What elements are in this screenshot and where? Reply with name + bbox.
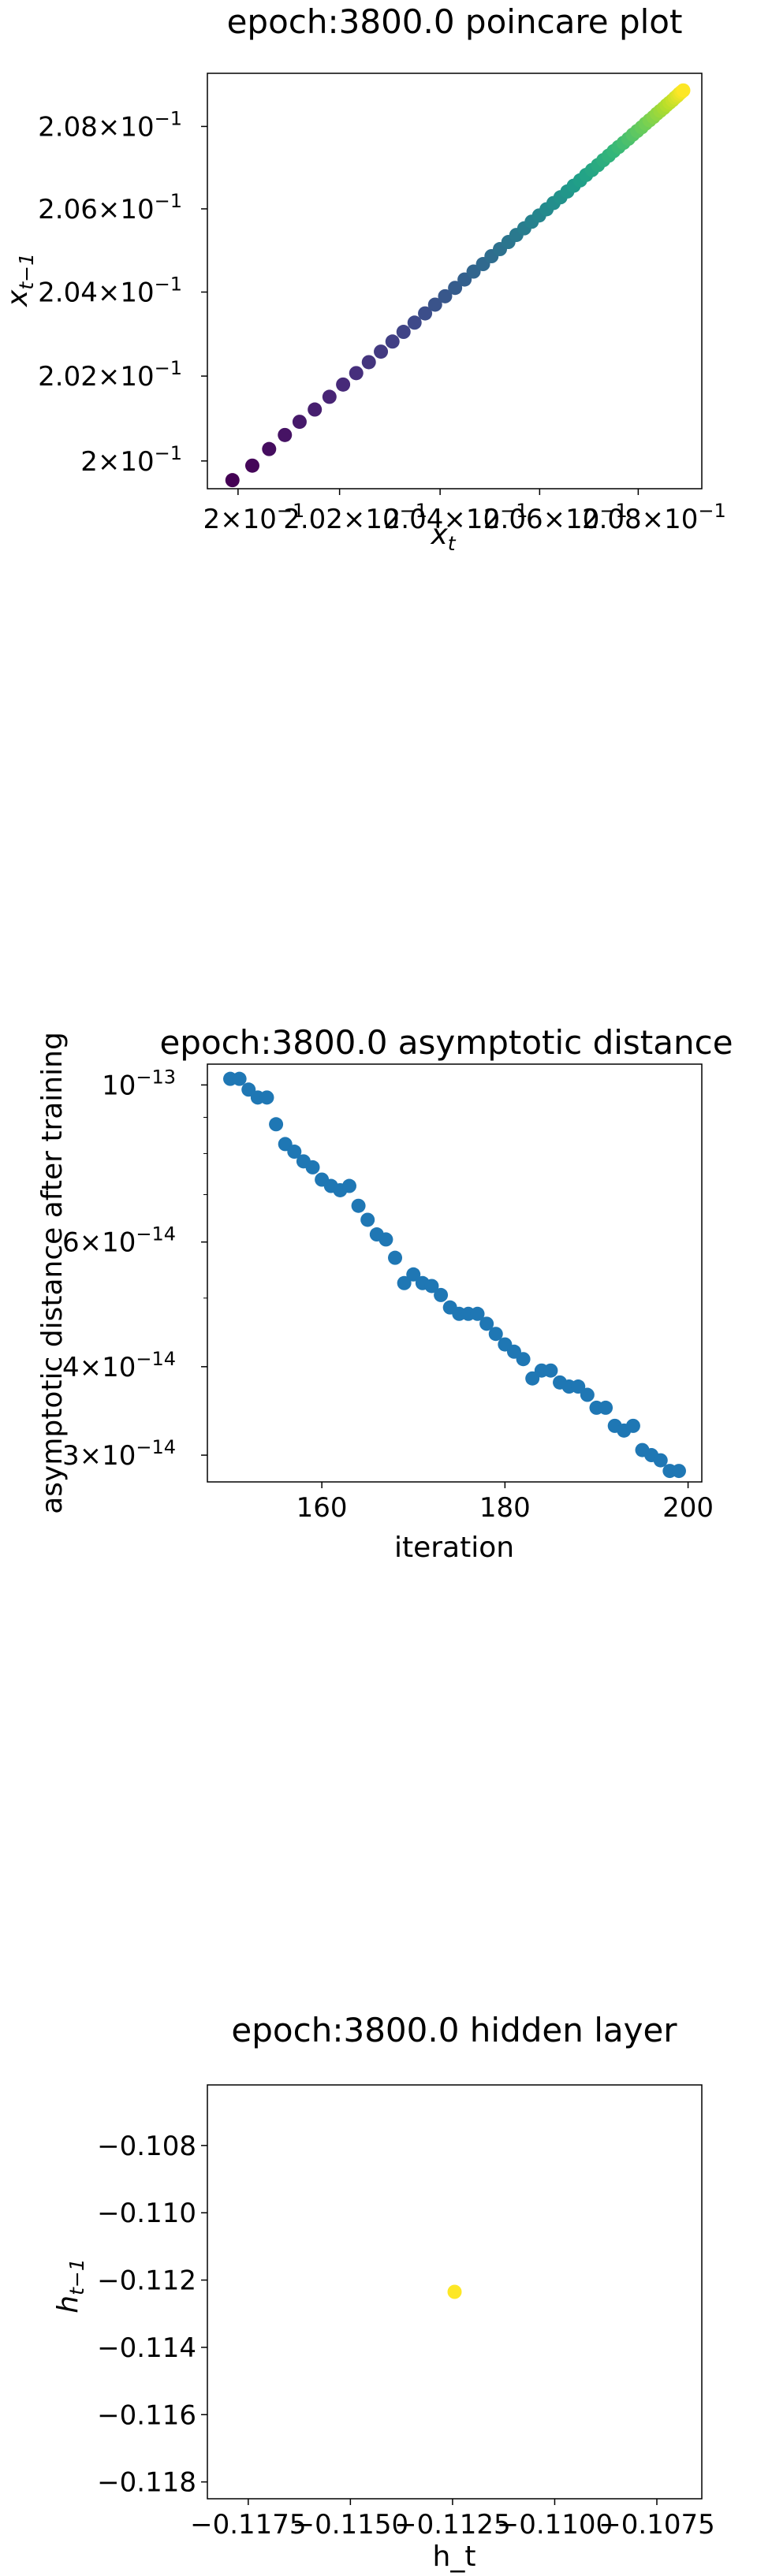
chart1-point xyxy=(349,366,364,381)
chart2-x-tick-label: 180 xyxy=(479,1492,531,1524)
chart1-y-tick-label: 2.04×10−1 xyxy=(38,274,182,309)
chart1-point xyxy=(466,264,481,279)
chart1-point xyxy=(336,377,351,392)
chart1-frame xyxy=(207,73,703,490)
chart1-y-tick-label: 2×10−1 xyxy=(80,442,182,478)
chart1-x-tick-label: 2.02×10−1 xyxy=(283,500,427,535)
chart2-y-tick-label: 4×10−14 xyxy=(62,1348,176,1383)
chart1-point xyxy=(385,334,400,349)
chart3-y-tick-label: −0.112 xyxy=(97,2265,196,2297)
chart1-point xyxy=(438,288,453,303)
chart1-x-tick-label: 2.06×10−1 xyxy=(483,500,628,535)
chart3-x-tick-label: −0.1150 xyxy=(293,2509,408,2541)
chart3-x-tick-label: −0.1175 xyxy=(190,2509,306,2541)
chart2-point xyxy=(434,1287,449,1302)
chart2-point xyxy=(360,1212,375,1227)
chart1-point xyxy=(225,473,240,488)
chart3-y-tick-label: −0.110 xyxy=(97,2198,196,2229)
chart1-title: epoch:3800.0 poincare plot xyxy=(227,2,683,41)
chart3-points xyxy=(447,2284,462,2299)
chart3-x-tick-label: −0.1100 xyxy=(497,2509,613,2541)
chart1-point xyxy=(308,402,323,417)
chart2-point xyxy=(269,1117,284,1132)
chart2-point xyxy=(388,1250,403,1265)
chart3-y-tick-label: −0.114 xyxy=(97,2332,196,2364)
chart3-y-tick-label: −0.116 xyxy=(97,2399,196,2431)
chart1-point xyxy=(361,355,376,370)
chart2-point xyxy=(232,1071,247,1086)
chart2-point xyxy=(571,1379,586,1394)
chart1-point xyxy=(374,344,389,359)
chart1-x-tick-label: 2.04×10−1 xyxy=(384,500,528,535)
chart3-x-tick-label: −0.1125 xyxy=(394,2509,510,2541)
chart2-frame xyxy=(207,1063,703,1483)
chart3-x-axis-label: h_t xyxy=(433,2541,476,2573)
chart1-point xyxy=(427,297,442,312)
chart3-y-tick-label: −0.108 xyxy=(97,2131,196,2162)
chart1-y-tick-label: 2.02×10−1 xyxy=(38,357,182,393)
chart1-point xyxy=(262,441,277,456)
chart2-y-tick-label: 3×10−14 xyxy=(62,1436,176,1472)
chart2-points xyxy=(223,1071,686,1479)
chart2-point xyxy=(516,1352,531,1367)
chart3-y-tick-label: −0.118 xyxy=(97,2467,196,2499)
chart1-y-tick-label: 2.06×10−1 xyxy=(38,190,182,225)
chart2-x-axis-label: iteration xyxy=(394,1532,514,1564)
chart3-y-axis-label: ht−1 xyxy=(52,2258,88,2313)
chart2-point xyxy=(470,1306,485,1321)
chart1-point xyxy=(322,389,337,404)
chart1-x-tick-label: 2.08×10−1 xyxy=(582,500,726,535)
chart2-point xyxy=(259,1090,274,1105)
chart1-y-axis-label: xt−1 xyxy=(2,253,38,307)
chart2-point xyxy=(488,1327,503,1342)
chart1-points xyxy=(225,83,691,488)
chart2-y-axis-label: asymptotic distance after training xyxy=(36,1032,69,1514)
chart1-point xyxy=(244,458,259,473)
chart2-point xyxy=(599,1400,613,1415)
chart2-point xyxy=(341,1178,356,1193)
chart1-point xyxy=(676,83,691,98)
chart2-point xyxy=(543,1363,558,1378)
chart1-point xyxy=(418,306,433,321)
chart2-point xyxy=(406,1267,421,1282)
chart2-y-tick-label: 10−13 xyxy=(102,1066,176,1101)
chart1-point xyxy=(278,427,293,442)
chart2-point xyxy=(351,1198,366,1213)
chart1-x-axis-label: xt xyxy=(430,519,456,555)
chart2-point xyxy=(287,1145,302,1160)
chart2-point xyxy=(671,1464,686,1479)
chart3-x-tick-label: −0.1075 xyxy=(599,2509,714,2541)
chart2-point xyxy=(241,1082,256,1097)
chart2-point xyxy=(424,1279,439,1294)
chart2-point xyxy=(653,1453,668,1468)
chart1-x-tick-label: 2×10−1 xyxy=(203,500,304,535)
chart3-frame xyxy=(207,2084,703,2500)
chart2-y-tick-label: 6×10−14 xyxy=(62,1223,176,1259)
chart2-title: epoch:3800.0 asymptotic distance xyxy=(159,1023,733,1062)
chart2-x-tick-label: 200 xyxy=(662,1492,714,1524)
chart3-point xyxy=(447,2284,462,2299)
chart1-point xyxy=(407,315,422,330)
chart2-point xyxy=(479,1316,494,1331)
chart1-y-tick-label: 2.08×10−1 xyxy=(38,107,182,143)
chart2-x-tick-label: 160 xyxy=(296,1492,348,1524)
chart2-point xyxy=(305,1160,320,1174)
chart2-point xyxy=(625,1418,640,1433)
chart2-point xyxy=(397,1275,412,1290)
chart1-point xyxy=(292,415,307,430)
chart3-title: epoch:3800.0 hidden layer xyxy=(231,2011,677,2049)
chart1-point xyxy=(396,325,411,340)
chart2-point xyxy=(580,1387,595,1402)
chart2-point xyxy=(378,1232,393,1247)
chart1-point xyxy=(448,281,463,296)
